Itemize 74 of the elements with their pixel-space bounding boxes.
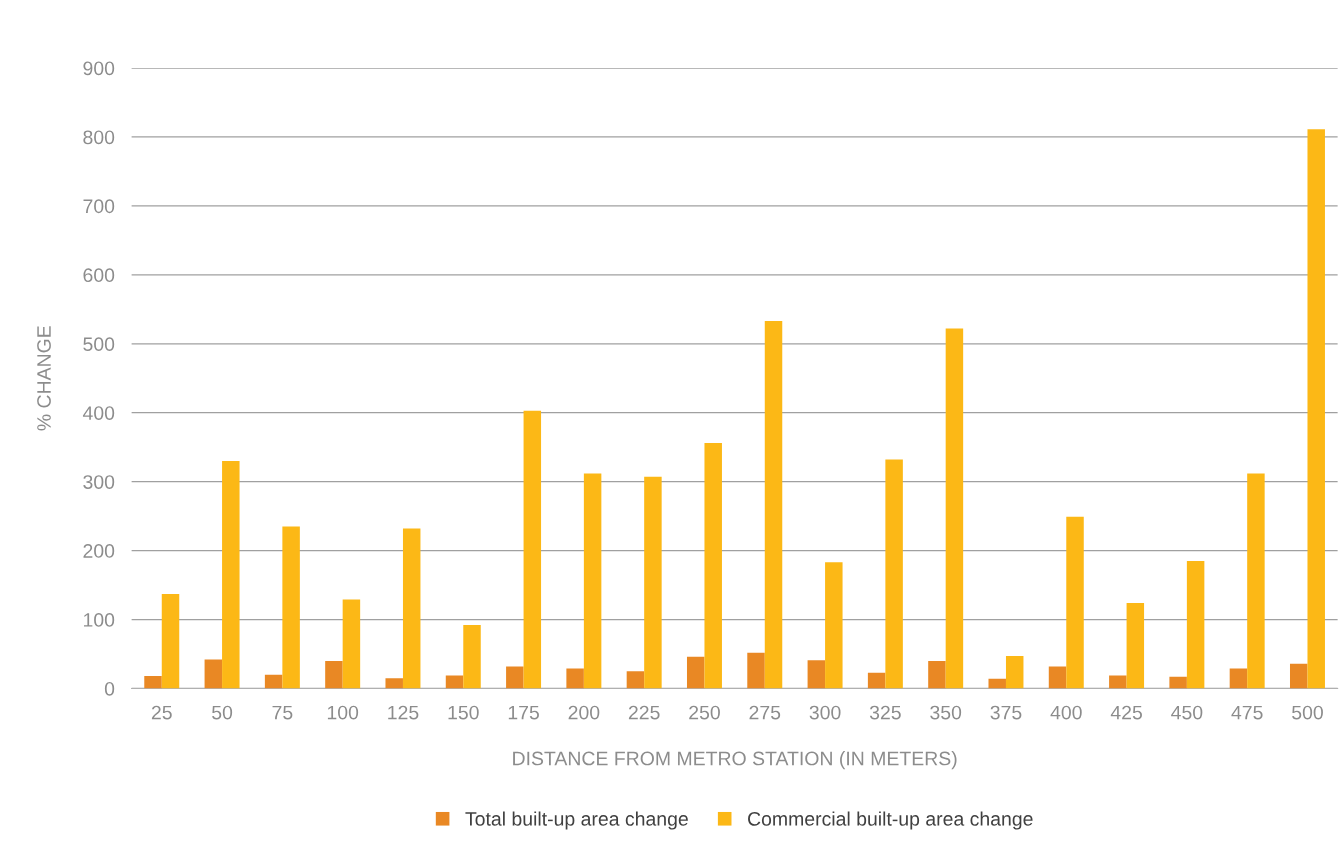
y-tick-label: 500 (83, 337, 115, 352)
y-tick-label: 600 (83, 268, 115, 283)
bar (807, 660, 826, 689)
bar (506, 666, 524, 689)
bar (264, 674, 283, 689)
bar (686, 656, 705, 689)
x-tick-label: 150 (448, 705, 479, 720)
bar (1289, 663, 1308, 689)
x-tick-label: 425 (1110, 705, 1142, 720)
x-tick-label: 300 (809, 705, 841, 720)
y-tick-label: 300 (83, 475, 115, 489)
legend-label: Total built-up area change (465, 811, 688, 830)
bar (325, 660, 343, 689)
bar (1307, 129, 1325, 689)
x-tick-label: 125 (388, 705, 419, 720)
bar (1066, 516, 1084, 689)
x-tick-label: 225 (628, 705, 660, 720)
bar (463, 625, 481, 689)
bar (445, 675, 464, 689)
x-tick-label: 325 (869, 705, 901, 720)
x-tick-label: 475 (1231, 705, 1263, 720)
y-tick-label: 700 (83, 199, 115, 214)
x-tick-label: 75 (272, 705, 293, 720)
x-tick-label: 200 (568, 705, 600, 720)
bar (523, 410, 542, 689)
x-tick-label: 175 (508, 705, 539, 720)
bar (764, 321, 783, 689)
bar (566, 668, 584, 689)
bar (204, 659, 223, 689)
x-tick-label: 275 (749, 705, 781, 720)
bar (928, 660, 946, 689)
bar (1186, 560, 1205, 689)
bar (644, 476, 662, 689)
y-tick-label: 0 (104, 681, 115, 696)
y-tick-label: 900 (83, 61, 115, 76)
bar (1247, 473, 1265, 689)
bar (1005, 656, 1024, 689)
x-axis-title: DISTANCE FROM METRO STATION (IN METERS) (513, 751, 957, 770)
x-tick-label: 500 (1292, 705, 1323, 720)
y-tick-label: 800 (83, 130, 115, 145)
bar (1169, 676, 1187, 689)
bar (1126, 603, 1145, 689)
x-tick-label: 25 (151, 705, 172, 720)
bar (222, 460, 240, 689)
bar (945, 328, 964, 689)
bar (1109, 675, 1127, 689)
x-tick-label: 400 (1050, 705, 1082, 720)
x-tick-label: 50 (212, 705, 233, 720)
y-axis-title: % CHANGE (37, 326, 51, 431)
bar (626, 671, 645, 689)
bar (583, 473, 602, 689)
bar (402, 528, 421, 689)
bar (144, 676, 162, 689)
legend-label: Commercial built-up area change (748, 811, 1033, 830)
x-tick-label: 375 (990, 705, 1022, 720)
bar (385, 678, 403, 689)
bar (885, 459, 903, 689)
x-tick-label: 100 (327, 705, 359, 720)
y-tick-label: 200 (83, 544, 115, 558)
x-tick-label: 350 (930, 705, 962, 720)
bar (704, 443, 722, 689)
bar (747, 652, 765, 689)
bar (1229, 668, 1248, 689)
bar (988, 678, 1006, 689)
bar (1048, 666, 1067, 689)
bar (867, 672, 886, 689)
bar (161, 594, 180, 689)
y-tick-label: 100 (83, 613, 115, 627)
x-tick-label: 250 (689, 705, 720, 720)
bar (825, 562, 843, 689)
x-tick-label: 450 (1171, 705, 1203, 720)
y-tick-label: 400 (82, 406, 115, 420)
bar (342, 599, 361, 689)
bar (282, 526, 300, 689)
